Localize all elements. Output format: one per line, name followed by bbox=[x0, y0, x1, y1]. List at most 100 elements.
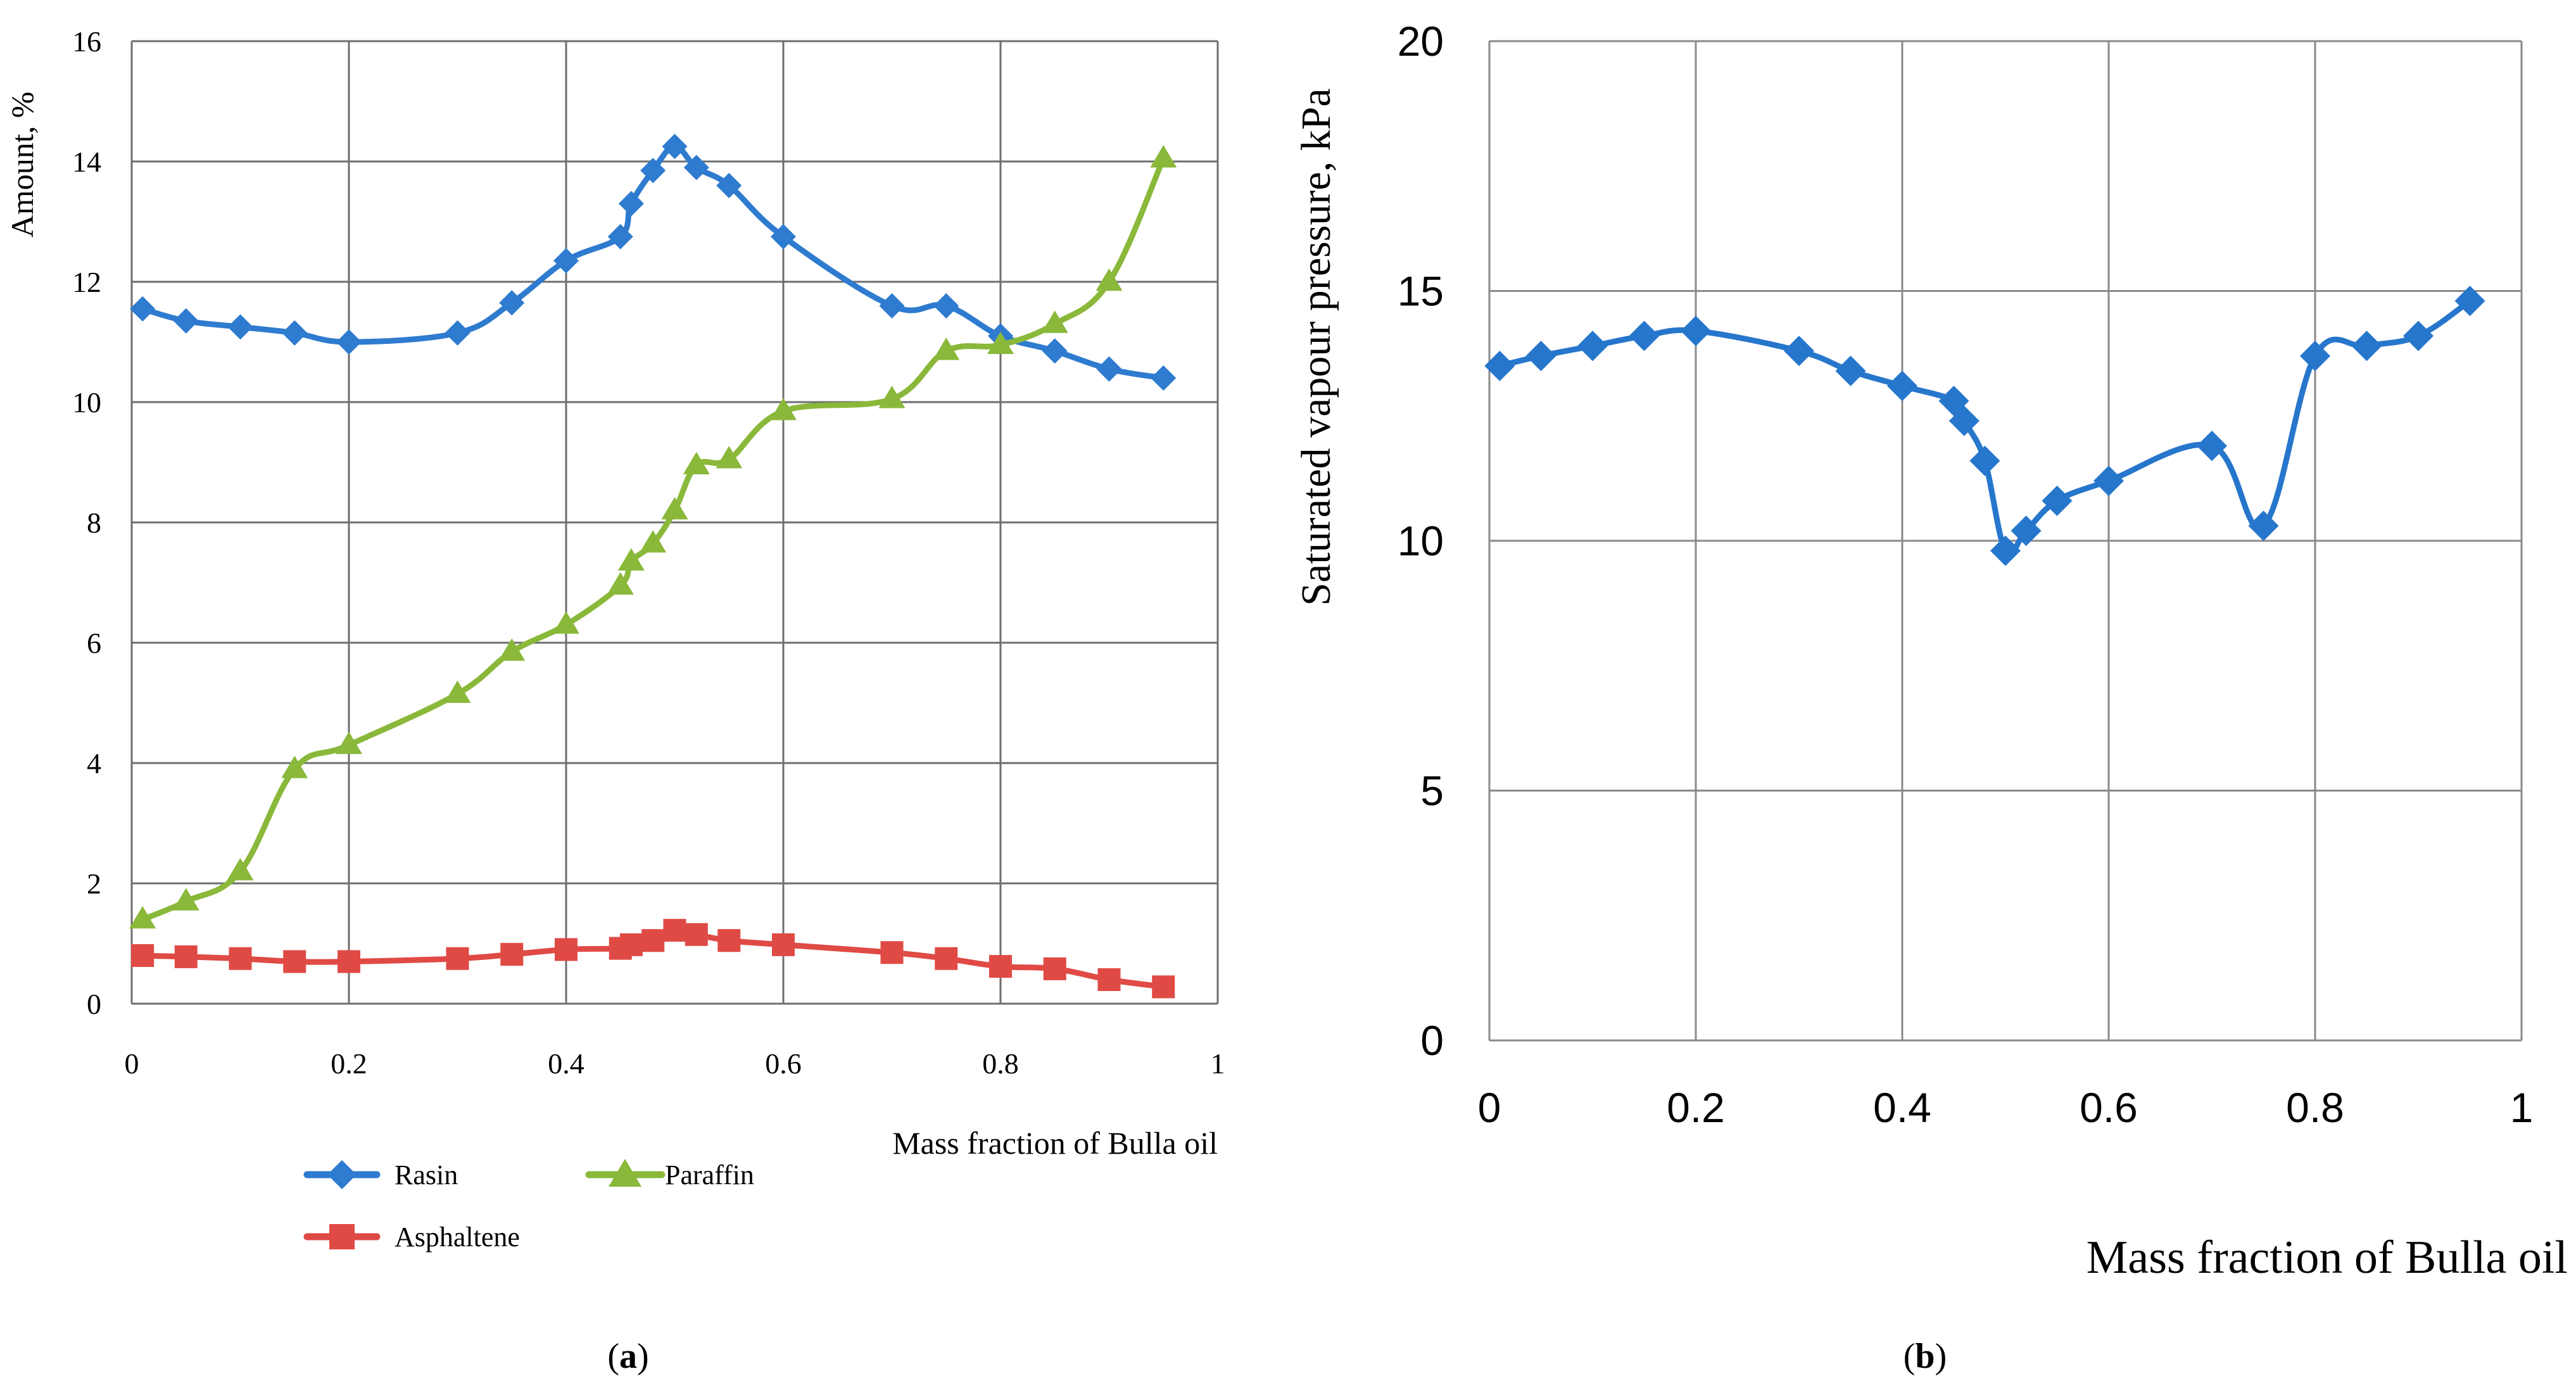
panel-a-point-rasin bbox=[933, 293, 959, 319]
panel-a-point-paraffin bbox=[933, 338, 960, 360]
panel-a-legend: Rasin Paraffin Asphaltene bbox=[303, 1159, 754, 1253]
panel-a-point-paraffin bbox=[607, 572, 634, 595]
panel-b-point-saturated-vapour-pressure bbox=[1629, 320, 1660, 351]
panel-a-point-paraffin bbox=[617, 548, 645, 571]
panel-a-point-rasin bbox=[1151, 365, 1177, 391]
panel-a-y-tick-label: 2 bbox=[87, 868, 101, 900]
panel-a-point-paraffin bbox=[770, 398, 797, 420]
panel-a-point-rasin bbox=[282, 320, 308, 346]
panel-b-x-tick-label: 0.6 bbox=[2080, 1084, 2138, 1131]
panel-a-point-paraffin bbox=[172, 888, 199, 911]
panel-a-x-tick-label: 1 bbox=[1211, 1047, 1225, 1080]
panel-b-caption-letter: b bbox=[1915, 1337, 1935, 1376]
panel-a-x-axis-label: Mass fraction of Bulla oil bbox=[892, 1125, 1218, 1161]
legend-paraffin-label: Paraffin bbox=[665, 1159, 754, 1190]
panel-a-point-asphaltene bbox=[131, 944, 155, 967]
panel-a-point-asphaltene bbox=[663, 919, 686, 942]
panel-b-point-saturated-vapour-pressure bbox=[2300, 341, 2330, 372]
panel-a-point-rasin bbox=[1042, 338, 1068, 364]
panel-b-series bbox=[1484, 286, 2485, 566]
panel-a-point-paraffin bbox=[336, 731, 362, 754]
panel-a-point-rasin bbox=[662, 134, 688, 160]
legend-asphaltene-label: Asphaltene bbox=[395, 1222, 520, 1253]
panel-a-point-paraffin bbox=[1041, 310, 1068, 333]
panel-b-y-tick-label: 20 bbox=[1398, 18, 1444, 65]
panel-a-point-rasin bbox=[1096, 356, 1122, 382]
panel-a-y-axis-label: Amount, % bbox=[4, 92, 40, 238]
panel-b-point-saturated-vapour-pressure bbox=[2351, 331, 2382, 362]
panel-b-y-tick-label: 0 bbox=[1420, 1017, 1444, 1064]
panel-a-point-paraffin bbox=[683, 452, 710, 475]
panel-b-point-saturated-vapour-pressure bbox=[2093, 465, 2124, 496]
legend-rasin-label: Rasin bbox=[395, 1159, 458, 1190]
panel-a-point-asphaltene bbox=[880, 941, 904, 964]
panel-a-point-asphaltene bbox=[174, 945, 198, 968]
panel-a-point-asphaltene bbox=[717, 929, 741, 952]
panel-b-x-tick-label: 0 bbox=[1478, 1084, 1501, 1131]
panel-a-point-paraffin bbox=[1095, 268, 1123, 291]
panel-a-point-paraffin bbox=[1150, 145, 1177, 168]
panel-a-point-asphaltene bbox=[1152, 975, 1175, 999]
panel-a-point-paraffin bbox=[553, 611, 579, 634]
panel-b-point-saturated-vapour-pressure bbox=[1577, 331, 1608, 362]
panel-a-point-asphaltene bbox=[283, 950, 306, 973]
panel-a-point-rasin bbox=[607, 224, 633, 249]
panel-b-x-axis-label: Mass fraction of Bulla oil bbox=[2087, 1232, 2568, 1284]
panel-a-point-paraffin bbox=[129, 906, 156, 929]
panel-b-point-saturated-vapour-pressure bbox=[2042, 485, 2073, 516]
panel-a-x-tick-label: 0 bbox=[125, 1047, 139, 1080]
panel-a-point-asphaltene bbox=[500, 943, 524, 966]
panel-a-point-paraffin bbox=[444, 680, 471, 704]
panel-a-point-paraffin bbox=[498, 638, 526, 661]
panel-b-point-saturated-vapour-pressure bbox=[1969, 445, 2000, 476]
panel-a-point-rasin bbox=[771, 224, 796, 249]
panel-b-caption: (b) bbox=[1904, 1337, 1947, 1376]
panel-a-point-rasin bbox=[499, 290, 525, 316]
panel-a-point-paraffin bbox=[987, 331, 1014, 355]
panel-a-x-tick-label: 0.2 bbox=[331, 1047, 367, 1080]
panel-a-x-tick-label: 0.8 bbox=[982, 1047, 1019, 1080]
panel-a-y-tick-label: 4 bbox=[87, 747, 101, 780]
panel-a-y-tick-label: 16 bbox=[72, 25, 101, 58]
legend-paraffin-marker bbox=[609, 1159, 641, 1187]
panel-b-point-saturated-vapour-pressure bbox=[1887, 370, 1917, 401]
panel-b-series-line-saturated-vapour-pressure bbox=[1496, 298, 2473, 558]
panel-a-point-asphaltene bbox=[555, 938, 578, 961]
panel-a-point-asphaltene bbox=[229, 947, 252, 970]
panel-a-y-tick-label: 10 bbox=[72, 386, 101, 419]
legend-asphaltene-marker bbox=[329, 1224, 355, 1249]
panel-a-point-paraffin bbox=[640, 530, 667, 553]
panel-a-point-asphaltene bbox=[935, 947, 958, 970]
panel-b-x-tick-label: 0.2 bbox=[1667, 1084, 1725, 1131]
panel-a-point-paraffin bbox=[878, 386, 906, 408]
legend-item-rasin: Rasin bbox=[303, 1159, 458, 1190]
panel-b-x-tick-label: 0.8 bbox=[2286, 1084, 2344, 1131]
panel-a-point-asphaltene bbox=[446, 947, 469, 970]
panel-a-point-rasin bbox=[618, 191, 644, 217]
panel-b-point-saturated-vapour-pressure bbox=[1681, 315, 1711, 346]
panel-a-point-asphaltene bbox=[641, 929, 665, 952]
panel-a-point-asphaltene bbox=[619, 933, 643, 956]
panel-b-point-saturated-vapour-pressure bbox=[2403, 320, 2434, 351]
panel-b-point-saturated-vapour-pressure bbox=[1525, 341, 1556, 372]
panel-b-y-tick-label: 5 bbox=[1420, 767, 1444, 814]
panel-a-point-rasin bbox=[553, 248, 579, 274]
panel-a-point-paraffin bbox=[716, 446, 743, 469]
panel-a-point-rasin bbox=[445, 320, 470, 346]
panel-a-point-rasin bbox=[640, 158, 666, 184]
panel-a-caption: (a) bbox=[607, 1337, 648, 1376]
panel-a-caption-letter: a bbox=[619, 1337, 637, 1376]
panel-a-point-rasin bbox=[683, 155, 709, 180]
panel-a-point-asphaltene bbox=[989, 955, 1012, 978]
panel-b-point-saturated-vapour-pressure bbox=[2011, 515, 2042, 546]
panel-a-point-paraffin bbox=[281, 755, 308, 778]
panel-b-x-tick-label: 0.4 bbox=[1873, 1084, 1931, 1131]
panel-a-point-asphaltene bbox=[338, 950, 360, 973]
panel-a-y-tick-label: 8 bbox=[87, 507, 101, 539]
panel-b-point-saturated-vapour-pressure bbox=[1948, 405, 1979, 436]
